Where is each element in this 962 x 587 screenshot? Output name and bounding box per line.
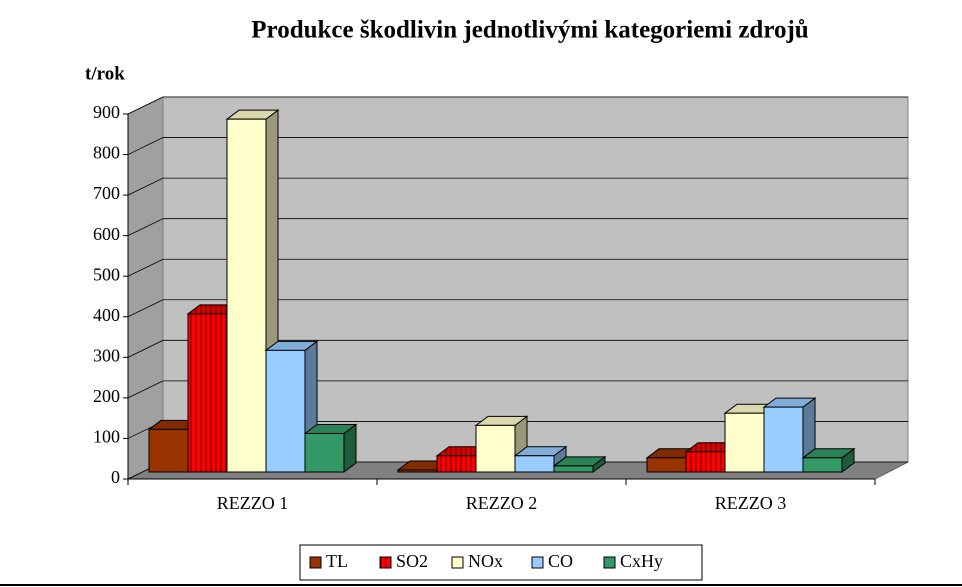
y-tick-label: 0	[111, 467, 120, 487]
bar-top-shade	[149, 420, 200, 430]
grid-line	[127, 218, 908, 237]
grid-line	[127, 137, 908, 155]
bar-top-shade	[515, 446, 566, 456]
y-tick-label: 400	[93, 305, 120, 325]
x-tick-label: REZZO 2	[466, 493, 538, 513]
bar-top-shade	[764, 398, 815, 408]
y-tick-label: 100	[93, 427, 120, 447]
y-tick-label: 500	[93, 264, 120, 284]
bar-top-shade	[476, 416, 527, 426]
bar-front	[802, 457, 843, 473]
bar	[513, 445, 568, 473]
bar-front	[724, 412, 765, 473]
bar-front	[148, 428, 189, 473]
bar	[552, 455, 607, 473]
bar-side-shade	[593, 456, 605, 472]
legend-label: NOx	[468, 551, 503, 571]
legend-label: TL	[326, 551, 348, 571]
bar-top-shade	[266, 341, 317, 351]
bar-top-shade	[305, 424, 356, 434]
bar-top-shade	[803, 448, 854, 458]
chart-title: Produkce škodlivin jednotlivými kategori…	[251, 17, 809, 44]
bar-top-shade	[686, 442, 737, 452]
legend-swatch	[309, 556, 322, 569]
grid-line	[127, 177, 908, 196]
legend-label: CO	[548, 551, 573, 571]
legend-swatch	[451, 556, 464, 569]
grid-line	[127, 339, 908, 358]
bar-top-shade	[398, 460, 449, 470]
bar	[762, 397, 817, 473]
side-wall	[127, 96, 164, 480]
bar-top-shade	[437, 446, 488, 456]
bar-front	[265, 349, 306, 473]
bar-side-shade	[344, 424, 356, 472]
bar-top-shade	[227, 110, 278, 120]
bar-front	[226, 118, 267, 473]
y-tick-label: 700	[93, 183, 120, 203]
y-axis-label: t/rok	[85, 63, 125, 84]
bar-side-shade	[842, 448, 854, 472]
y-tick-label: 900	[93, 102, 120, 122]
y-tick-label: 600	[93, 224, 120, 244]
legend-label: SO2	[396, 551, 428, 571]
bar-front	[514, 455, 555, 473]
bar-front	[646, 457, 687, 473]
y-tick-label: 300	[93, 345, 120, 365]
legend-swatch	[531, 556, 544, 569]
grid-line	[127, 258, 908, 277]
grid-line	[127, 96, 908, 115]
grid-line	[127, 380, 908, 399]
legend-swatch	[379, 556, 392, 569]
bar-front	[475, 424, 516, 473]
bar-top-shade	[647, 448, 698, 458]
bar-front	[436, 455, 477, 473]
bar-top-shade	[188, 304, 239, 314]
x-tick-label: REZZO 3	[715, 493, 787, 513]
bar-top-shade	[554, 456, 605, 466]
bar-front	[685, 451, 726, 473]
x-tick-label: REZZO 1	[217, 493, 289, 513]
grid-line	[127, 299, 908, 318]
bar-front	[187, 313, 228, 473]
legend: TL SO2 NOx CO CxHy	[299, 544, 703, 581]
bar-front	[553, 465, 594, 473]
bar-front	[304, 432, 345, 473]
bar	[801, 447, 856, 473]
bar	[303, 423, 358, 473]
legend-swatch	[603, 556, 616, 569]
bar-top-shade	[725, 404, 776, 414]
bar-front	[397, 469, 438, 473]
y-tick-label: 200	[93, 386, 120, 406]
bar-front	[763, 406, 804, 473]
legend-label: CxHy	[620, 551, 663, 571]
y-tick-label: 800	[93, 143, 120, 163]
bar	[474, 415, 529, 473]
legend-box	[299, 544, 703, 581]
